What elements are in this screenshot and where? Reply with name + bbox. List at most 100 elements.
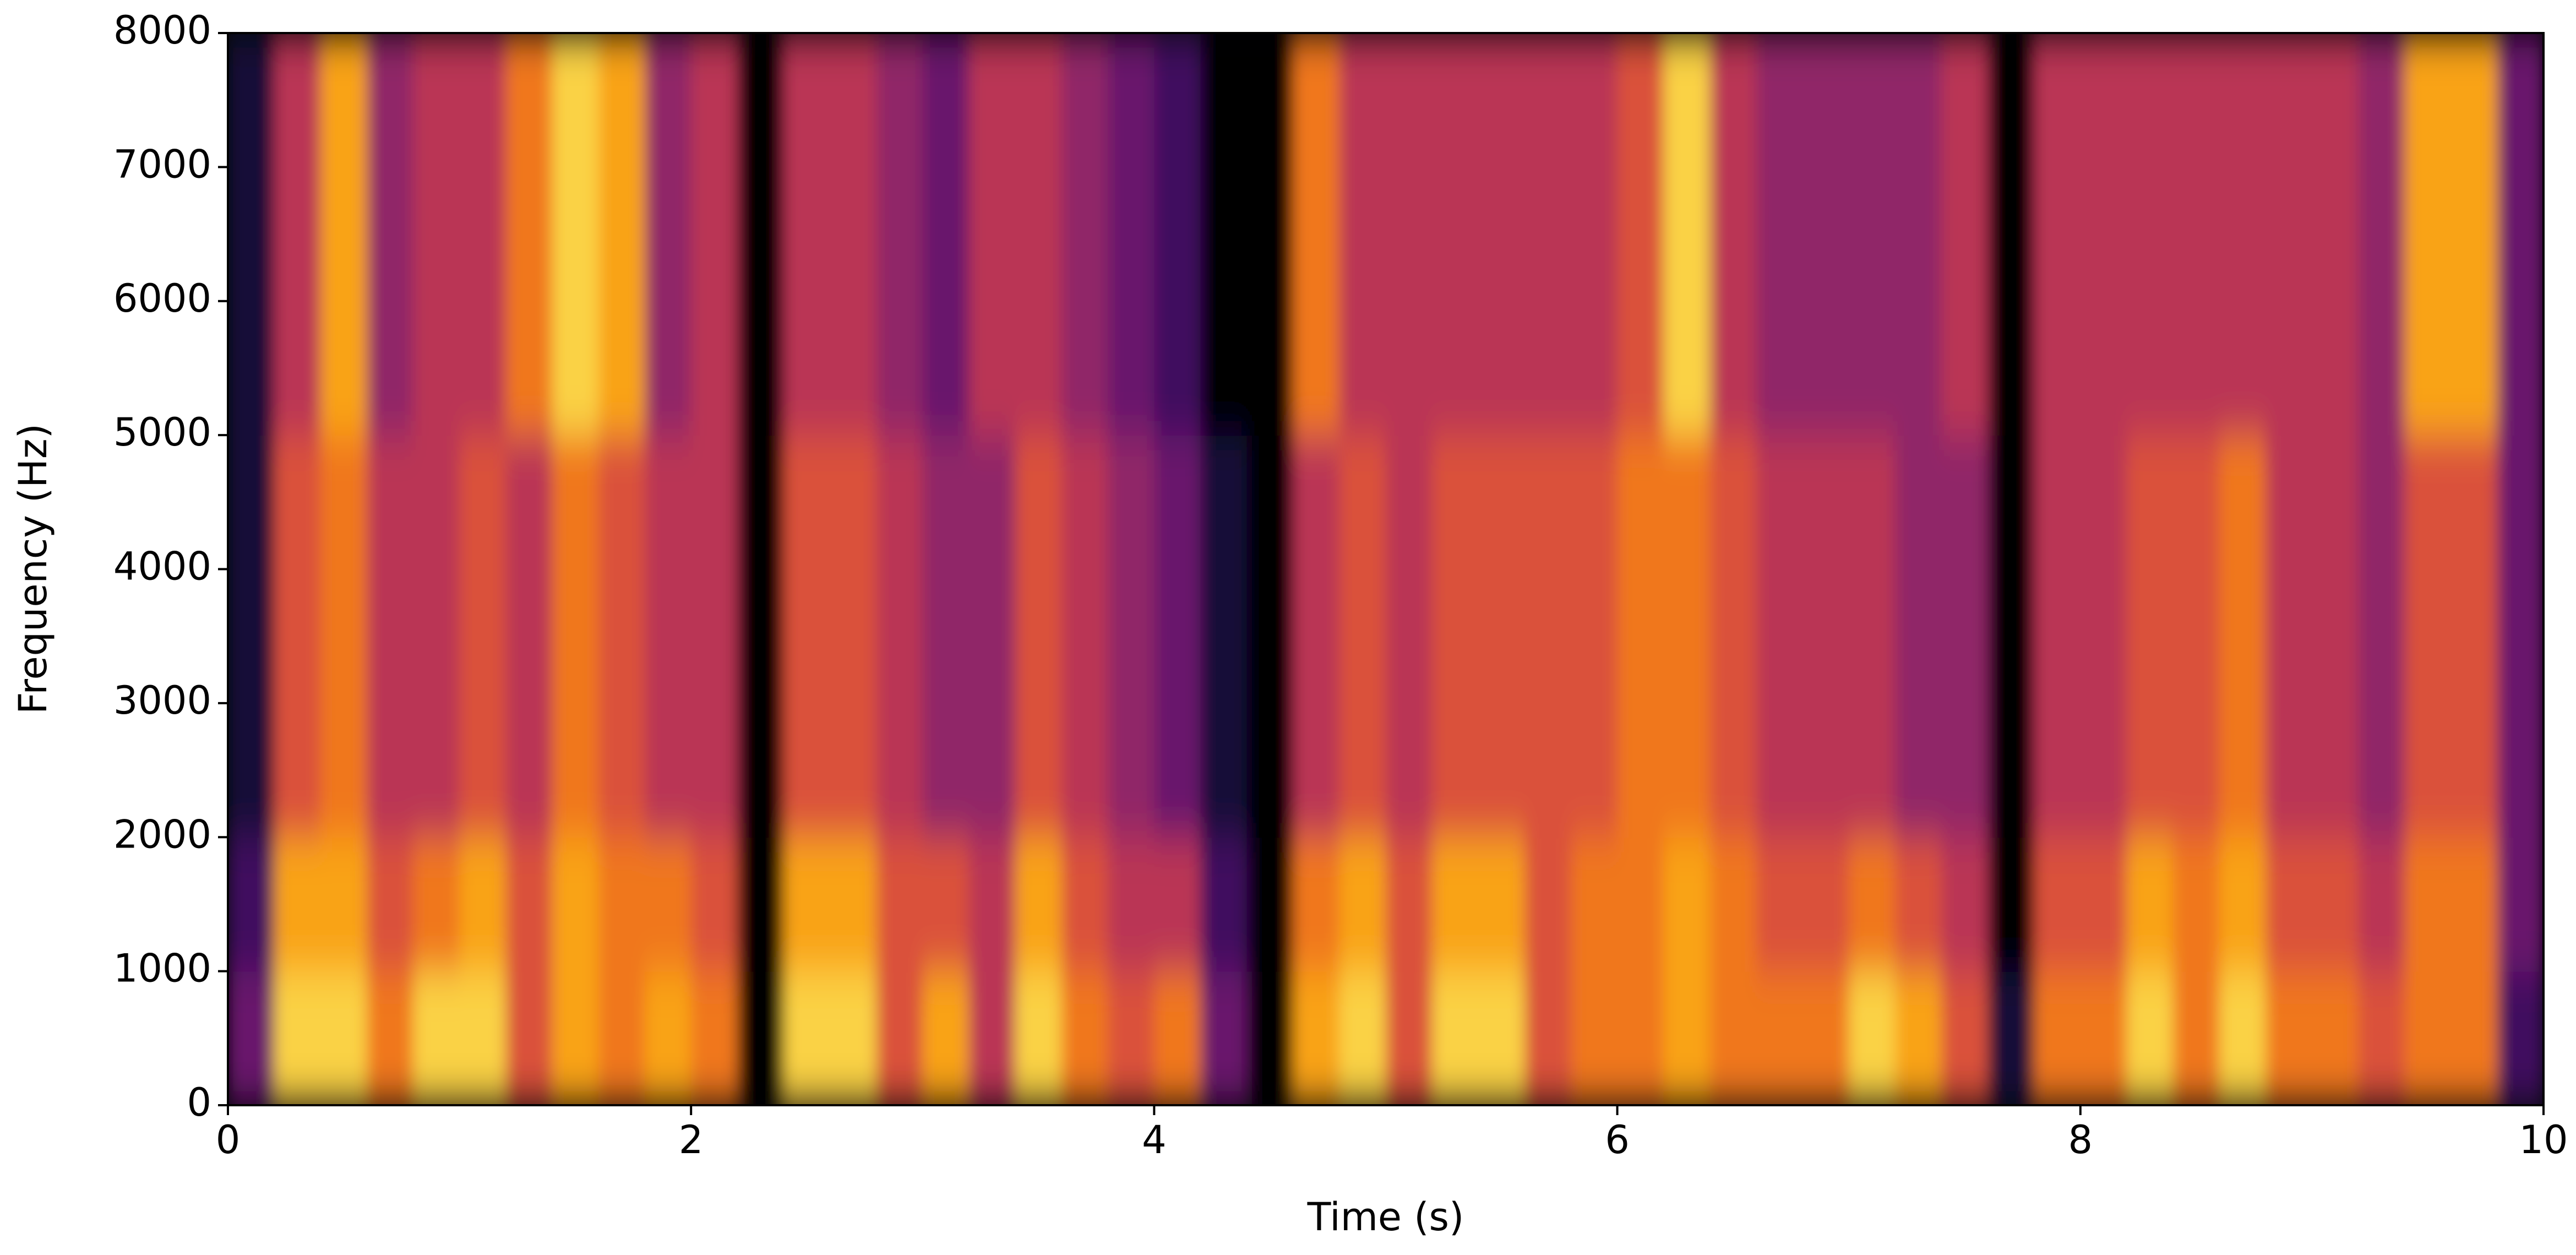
spectrogram-cell — [1061, 971, 1109, 1105]
spectrogram-cell — [2497, 971, 2544, 1105]
spectrogram-cell — [1339, 435, 1386, 570]
spectrogram-cell — [1571, 167, 1618, 302]
spectrogram-cell — [1987, 703, 2035, 838]
spectrogram-cell — [737, 837, 785, 972]
spectrogram-cell — [691, 703, 738, 838]
spectrogram-cell — [1246, 167, 1294, 302]
spectrogram-cell — [691, 837, 738, 972]
spectrogram-cell — [2173, 33, 2220, 168]
spectrogram-cell — [1432, 33, 1479, 168]
spectrogram-cell — [274, 435, 322, 570]
spectrogram-cell — [1571, 435, 1618, 570]
spectrogram-cell — [2404, 167, 2452, 302]
spectrogram-cell — [1200, 301, 1248, 436]
spectrogram-cell — [1154, 435, 1201, 570]
spectrogram-cell — [274, 33, 322, 168]
spectrogram-cell — [2497, 837, 2544, 972]
spectrogram-cell — [968, 301, 1016, 436]
spectrogram-cell — [645, 837, 692, 972]
spectrogram-cell — [1524, 703, 1572, 838]
spectrogram-cell — [1154, 167, 1201, 302]
spectrogram-cell — [1293, 301, 1340, 436]
spectrogram-cell — [1571, 971, 1618, 1105]
spectrogram-cell — [1524, 33, 1572, 168]
spectrogram-cell — [645, 971, 692, 1105]
spectrogram-cell — [1941, 167, 1989, 302]
spectrogram-cell — [830, 301, 877, 436]
spectrogram-cell — [1987, 167, 2035, 302]
spectrogram-cell — [1108, 837, 1155, 972]
spectrogram-cell — [1478, 33, 1526, 168]
spectrogram-cell — [2173, 837, 2220, 972]
spectrogram-cell — [1802, 971, 1850, 1105]
spectrogram-cell — [2450, 971, 2498, 1105]
spectrogram-cell — [1663, 33, 1711, 168]
spectrogram-cell — [968, 33, 1016, 168]
spectrogram-cell — [1386, 703, 1433, 838]
spectrogram-cell — [1200, 435, 1248, 570]
spectrogram-cell — [552, 435, 599, 570]
spectrogram-cell — [1200, 703, 1248, 838]
spectrogram-cell — [1941, 435, 1989, 570]
spectrogram-cell — [2034, 837, 2081, 972]
spectrogram-cell — [783, 301, 831, 436]
spectrogram-cell — [228, 837, 275, 972]
spectrogram-cell — [459, 703, 507, 838]
spectrogram-cell — [691, 569, 738, 704]
spectrogram-cell — [645, 301, 692, 436]
spectrogram-cell — [1895, 569, 1942, 704]
spectrogram-cell — [783, 971, 831, 1105]
spectrogram-cell — [1386, 33, 1433, 168]
spectrogram-cell — [1478, 435, 1526, 570]
spectrogram-cell — [1524, 971, 1572, 1105]
spectrogram-cell — [228, 703, 275, 838]
spectrogram-cell — [2173, 703, 2220, 838]
spectrogram-cell — [1941, 33, 1989, 168]
spectrogram-cell — [320, 569, 368, 704]
spectrogram-cell — [1154, 33, 1201, 168]
spectrogram-cell — [737, 167, 785, 302]
spectrogram-cell — [783, 167, 831, 302]
spectrogram-cell — [320, 167, 368, 302]
spectrogram-cell — [1756, 435, 1804, 570]
spectrogram-cell — [367, 703, 414, 838]
spectrogram-cell — [1941, 971, 1989, 1105]
spectrogram-cell — [2450, 569, 2498, 704]
spectrogram-cell — [2358, 167, 2405, 302]
spectrogram-cell — [413, 569, 460, 704]
spectrogram-cell — [1200, 569, 1248, 704]
spectrogram-cell — [1524, 167, 1572, 302]
spectrogram-cell — [1478, 971, 1526, 1105]
spectrogram-cell — [1478, 167, 1526, 302]
spectrogram-cell — [876, 971, 923, 1105]
spectrogram-cell — [1802, 569, 1850, 704]
spectrogram-cell — [1246, 435, 1294, 570]
spectrogram-cell — [1478, 301, 1526, 436]
spectrogram-cell — [459, 971, 507, 1105]
spectrogram-cell — [876, 167, 923, 302]
spectrogram-cell — [1015, 301, 1063, 436]
spectrogram-cell — [1849, 301, 1896, 436]
spectrogram-cell — [1015, 167, 1063, 302]
spectrogram-cell — [2450, 33, 2498, 168]
spectrogram-cell — [1293, 33, 1340, 168]
spectrogram-cell — [320, 33, 368, 168]
spectrogram-cell — [1802, 301, 1850, 436]
y-tick-label: 1000 — [113, 946, 211, 991]
spectrogram-cell — [1154, 971, 1201, 1105]
x-tick-label: 10 — [2519, 1117, 2568, 1162]
spectrogram-cell — [1663, 703, 1711, 838]
spectrogram-cell — [1524, 301, 1572, 436]
spectrogram-cell — [1941, 301, 1989, 436]
spectrogram-cell — [783, 569, 831, 704]
spectrogram-cell — [1246, 301, 1294, 436]
spectrogram-cell — [1524, 837, 1572, 972]
spectrogram-cell — [1246, 703, 1294, 838]
spectrogram-cell — [367, 837, 414, 972]
spectrogram-cell — [1571, 33, 1618, 168]
spectrogram-cell — [2404, 971, 2452, 1105]
spectrogram-cell — [2497, 703, 2544, 838]
spectrogram-cell — [2450, 435, 2498, 570]
spectrogram-cell — [1015, 33, 1063, 168]
spectrogram-cell — [1432, 837, 1479, 972]
